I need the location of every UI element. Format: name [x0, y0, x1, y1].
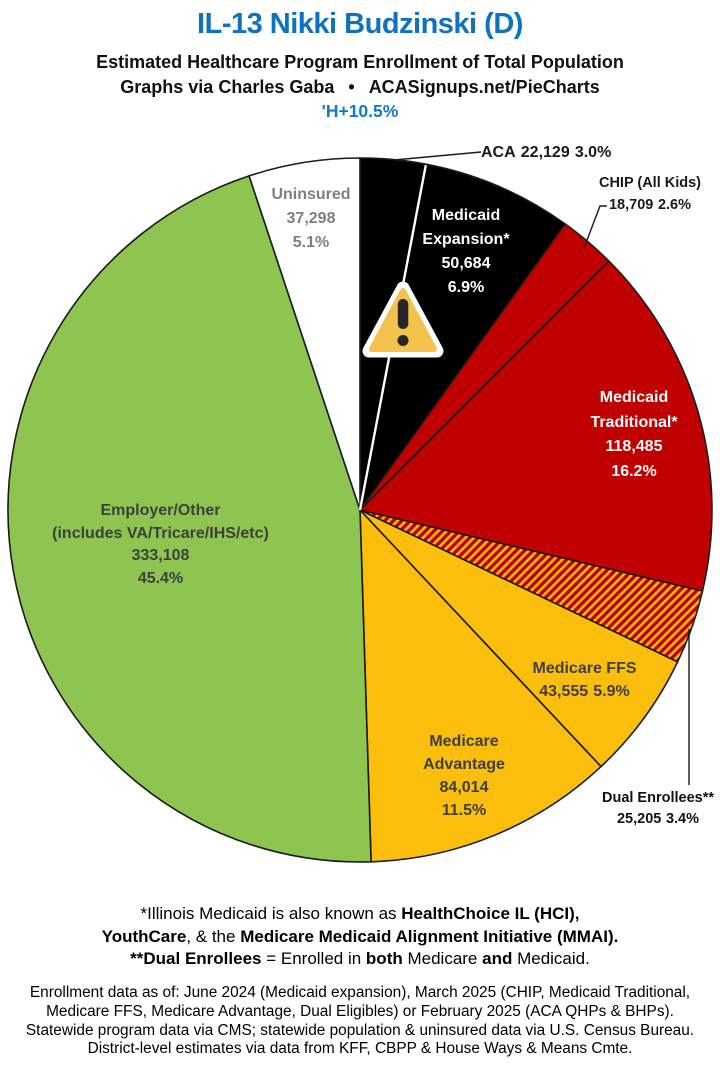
pie-slice-uninsured	[248, 157, 361, 511]
leader-line-chip	[583, 205, 607, 249]
slice-name: Dual Enrollees**	[601, 790, 714, 806]
slice-label-aca: ACA 22,129 3.0%	[481, 144, 611, 162]
slice-name: Advantage	[423, 756, 505, 773]
slice-value: 84,014	[439, 779, 489, 796]
slice-pct: 11.5%	[441, 802, 487, 819]
slice-label-medicaid-traditional: Medicaid Traditional* 118,485 16.2%	[557, 386, 711, 484]
slice-value: 333,108	[131, 547, 190, 564]
slice-pct: 2.6%	[657, 197, 692, 213]
credit-line: Graphs via Charles Gaba • ACASignups.net/P…	[0, 77, 720, 98]
warning-icon	[362, 281, 444, 358]
slice-value: 18,709	[608, 197, 654, 213]
slice-value: 50,684	[441, 255, 491, 272]
chart-subtitle: Estimated Healthcare Program Enrollment …	[96, 52, 624, 72]
slice-label-uninsured: Uninsured 37,298 5.1%	[246, 183, 376, 255]
footnote-line: Statewide program data via CMS; statewid…	[25, 1021, 695, 1039]
slice-label-medicare-advantage: Medicare Advantage 84,014 11.5%	[399, 730, 529, 822]
slice-name: Uninsured	[271, 186, 351, 203]
slice-name: Traditional*	[590, 413, 678, 431]
slice-name: CHIP (All Kids)	[598, 175, 702, 191]
slice-value: 22,129	[520, 144, 570, 161]
footnote-line: Medicare FFS, Medicare Advantage, Dual E…	[46, 1002, 674, 1020]
slice-value: 118,485	[605, 438, 663, 455]
leader-line-aca	[393, 151, 482, 161]
slice-label-chip: CHIP (All Kids) 18,709 2.6%	[580, 172, 720, 216]
slice-value: 43,555	[539, 683, 589, 700]
slice-pct: 45.4%	[137, 569, 184, 587]
slice-value: 37,298	[286, 210, 336, 227]
slice-pct: 16.2%	[611, 462, 657, 480]
slice-name: Medicare FFS	[532, 660, 637, 677]
leader-lines	[393, 151, 690, 785]
data-sources-footnote: Enrollment data as of: June 2024 (Medica…	[0, 984, 720, 1059]
partisan-lean-label: 'H+10.5%	[321, 101, 399, 121]
pie-slice-medicare-advantage	[359, 509, 602, 863]
slice-label-dual-enrollees: Dual Enrollees** 25,205 3.4%	[583, 788, 720, 830]
pie-slice-medicaid-traditional	[359, 260, 713, 592]
footnote-line: **Dual Enrollees = Enrolled in both Medi…	[130, 949, 590, 968]
slice-name: Medicaid	[599, 389, 669, 406]
slice-label-employer-other: Employer/Other (includes VA/Tricare/IHS/…	[33, 500, 288, 590]
page-title: IL-13 Nikki Budzinski (D)	[197, 8, 523, 40]
slice-pct: 5.9%	[593, 683, 630, 700]
footnote-line: *Illinois Medicaid is also known as Heal…	[140, 904, 580, 923]
slice-pct: 5.1%	[292, 234, 330, 251]
slice-name: Medicare	[429, 733, 499, 750]
slice-name: Expansion*	[422, 231, 510, 248]
pie-slice-medicare-ffs	[359, 509, 679, 768]
pie-slices-layer	[7, 157, 713, 863]
pie-slice-employer-other	[7, 175, 372, 863]
slice-label-medicare-ffs: Medicare FFS 43,555 5.9%	[502, 657, 667, 703]
medicaid-footnote: *Illinois Medicaid is also known as Heal…	[0, 903, 720, 971]
pie-slice-medicaid-expansion	[359, 163, 566, 511]
slice-value: 25,205	[616, 811, 662, 827]
slice-name: ACA	[481, 144, 516, 161]
slice-pct: 3.0%	[574, 144, 612, 161]
footnote-line: YouthCare, & the Medicare Medicaid Align…	[101, 926, 619, 946]
slice-pct: 3.4%	[665, 811, 700, 827]
slice-name: Medicaid	[431, 207, 501, 224]
footnote-line: Enrollment data as of: June 2024 (Medica…	[29, 984, 691, 1001]
footnote-line: District-level estimates via data from K…	[87, 1040, 633, 1058]
slice-name: (includes VA/Tricare/IHS/etc)	[52, 524, 269, 542]
credit-author: Graphs via Charles Gaba	[120, 77, 335, 97]
slice-pct: 6.9%	[447, 279, 485, 296]
credit-site: ACASignups.net/PieCharts	[368, 77, 600, 97]
bullet-separator: •	[348, 77, 355, 97]
slice-label-medicaid-expansion: Medicaid Expansion* 50,684 6.9%	[391, 204, 541, 300]
slice-name: Employer/Other	[100, 502, 221, 519]
